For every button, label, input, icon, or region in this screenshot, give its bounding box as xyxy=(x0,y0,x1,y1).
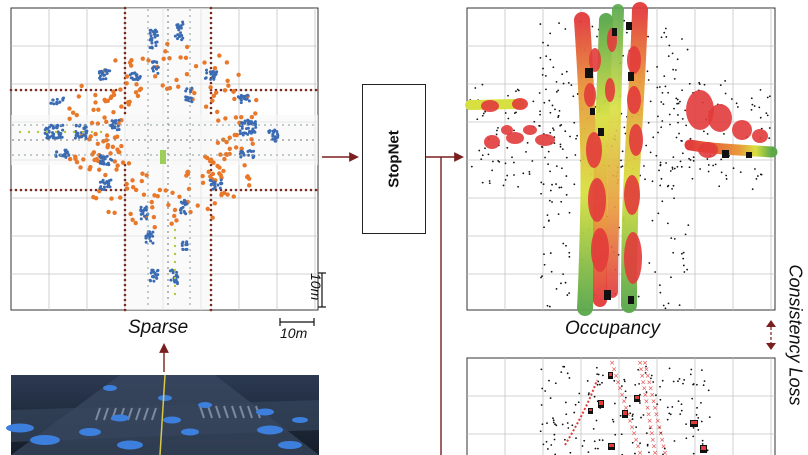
sparse-label: Sparse xyxy=(128,317,189,338)
road-edge-points xyxy=(9,6,318,312)
svg-text:×: × xyxy=(640,378,646,386)
svg-text:×: × xyxy=(643,365,649,373)
svg-text:×: × xyxy=(653,410,659,418)
svg-text:×: × xyxy=(631,430,637,438)
svg-text:×: × xyxy=(643,398,649,406)
svg-text:×: × xyxy=(615,378,621,386)
svg-text:×: × xyxy=(613,372,619,380)
svg-text:×: × xyxy=(662,449,668,455)
agent-boxes xyxy=(585,22,752,304)
occupancy-panel xyxy=(465,2,778,316)
svg-text:×: × xyxy=(648,385,654,393)
svg-text:×: × xyxy=(646,410,652,418)
scale-bars xyxy=(279,272,326,326)
svg-text:×: × xyxy=(621,398,627,406)
svg-text:×: × xyxy=(659,436,665,444)
svg-text:×: × xyxy=(609,359,615,367)
svg-text:×: × xyxy=(656,423,662,431)
svg-text:×: × xyxy=(645,372,651,380)
svg-text:×: × xyxy=(642,359,648,367)
scene-render xyxy=(6,374,319,455)
svg-text:×: × xyxy=(635,443,641,451)
svg-text:×: × xyxy=(638,365,644,373)
svg-text:×: × xyxy=(649,391,655,399)
svg-text:×: × xyxy=(649,430,655,438)
svg-text:×: × xyxy=(639,372,645,380)
svg-text:×: × xyxy=(651,398,657,406)
svg-text:×: × xyxy=(652,404,658,412)
svg-text:×: × xyxy=(646,378,652,386)
svg-text:×: × xyxy=(648,423,654,431)
svg-text:×: × xyxy=(629,423,635,431)
svg-text:×: × xyxy=(652,449,658,455)
svg-text:×: × xyxy=(611,365,617,373)
occupancy-label: Occupancy xyxy=(565,318,661,339)
svg-text:×: × xyxy=(637,359,643,367)
occupancy-blobs xyxy=(481,28,768,284)
svg-text:×: × xyxy=(623,404,629,412)
svg-text:×: × xyxy=(655,417,661,425)
stopnet-model-box: StopNet xyxy=(362,84,426,234)
trajectory-panel: ××××××××××××××××××××××××××××××××××××××××… xyxy=(466,357,776,455)
lane-points xyxy=(12,9,314,305)
svg-text:×: × xyxy=(641,385,647,393)
svg-text:×: × xyxy=(647,417,653,425)
svg-text:×: × xyxy=(642,391,648,399)
sparse-panel xyxy=(9,6,319,312)
svg-text:×: × xyxy=(658,430,664,438)
svg-text:×: × xyxy=(650,436,656,444)
svg-text:×: × xyxy=(619,391,625,399)
stopnet-label: StopNet xyxy=(385,130,403,188)
svg-text:×: × xyxy=(651,443,657,451)
flow-arrows xyxy=(159,152,776,455)
svg-text:×: × xyxy=(617,385,623,393)
svg-text:×: × xyxy=(627,417,633,425)
svg-text:×: × xyxy=(661,443,667,451)
scale-vertical-label: 10m xyxy=(308,273,324,301)
svg-text:×: × xyxy=(633,436,639,444)
scale-horizontal-label: 10m xyxy=(280,325,308,341)
svg-text:×: × xyxy=(637,449,643,455)
svg-text:×: × xyxy=(645,404,651,412)
consistency-loss-label: Consistency Loss xyxy=(785,264,806,406)
pedestrian-points xyxy=(65,41,259,230)
